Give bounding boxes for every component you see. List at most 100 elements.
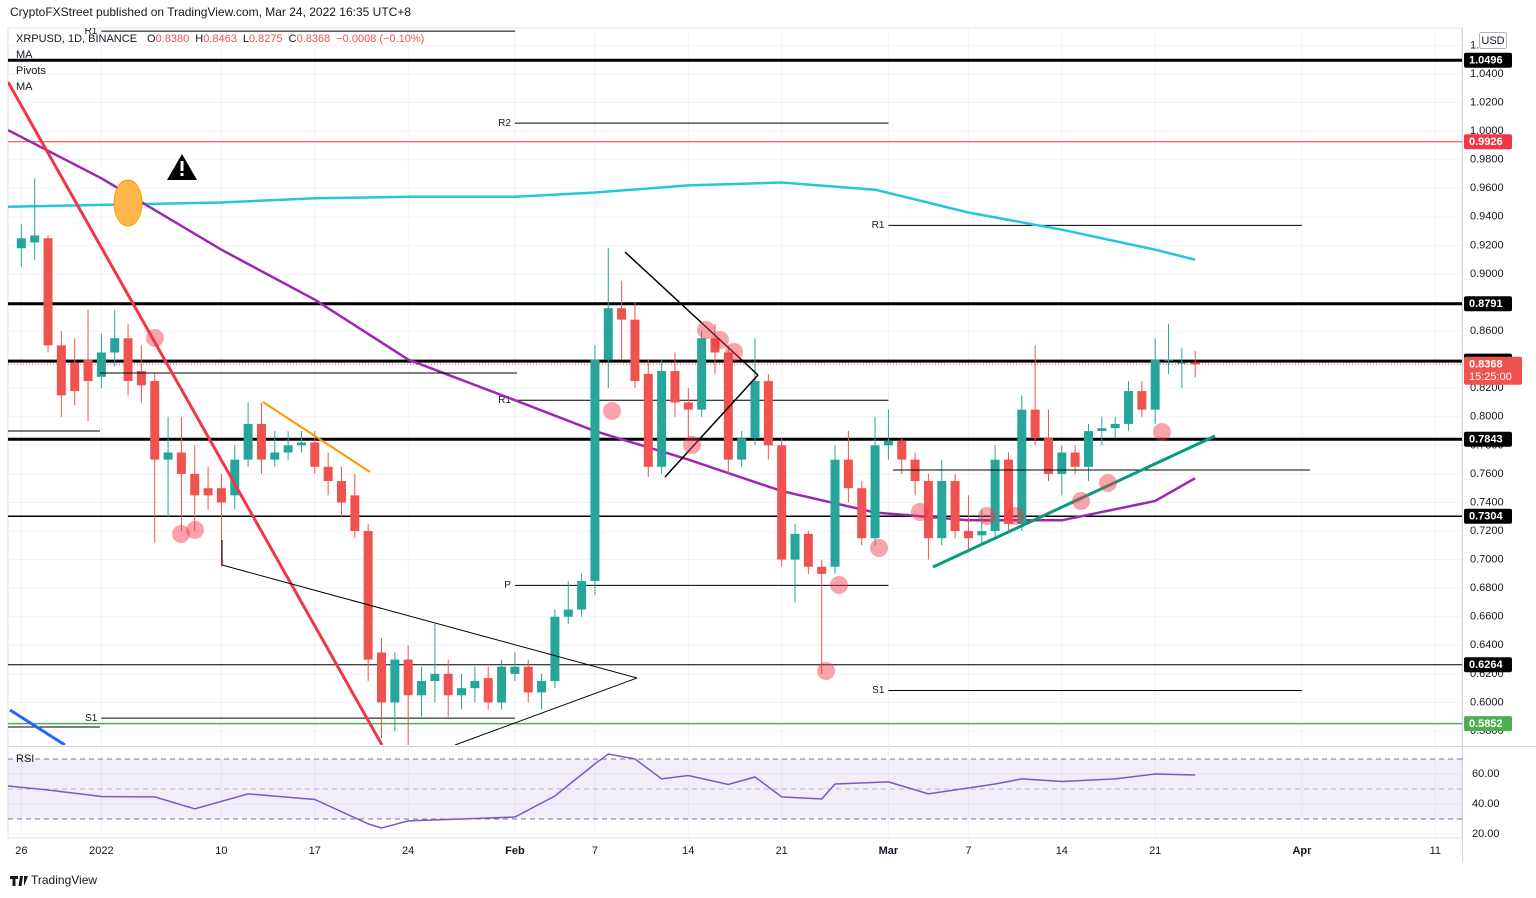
y-tick-label: 1.0000 (1470, 125, 1504, 137)
candle-body (56, 345, 66, 396)
marker (830, 576, 848, 594)
candle-body (590, 359, 600, 582)
candle-body (977, 531, 987, 536)
plot-frame (7, 27, 1463, 839)
legend-value: 0.8463 (203, 33, 237, 45)
marker (711, 331, 729, 349)
candle-body (497, 666, 507, 703)
candle-body (483, 678, 493, 703)
candle-body (950, 481, 960, 532)
candle-body (1030, 409, 1040, 439)
pivot-label: R1 (872, 220, 885, 231)
pivot-label: R1 (85, 26, 98, 37)
candle-body (883, 441, 893, 446)
candle-body (230, 459, 240, 496)
candle-body (817, 566, 827, 574)
marker (978, 507, 996, 525)
price-pane: R1 S1 R2 R1 P R1 S1 (8, 26, 1462, 745)
candle-body (350, 495, 360, 532)
candle-body (630, 319, 640, 382)
candle-body (643, 373, 653, 467)
candle-body (176, 452, 186, 474)
candle-body (296, 442, 306, 446)
marker (683, 436, 701, 454)
legend-key: O (147, 33, 156, 45)
level-label: 0.9926 (1469, 136, 1503, 148)
marker (911, 503, 929, 521)
candle-body (363, 531, 373, 660)
candle-body (1003, 459, 1013, 524)
y-tick-label: 20.00 (1472, 828, 1500, 840)
y-tick-label: 60.00 (1472, 768, 1500, 780)
symbol-title: XRPUSD, 1D, BINANCE (16, 33, 137, 45)
y-tick-label: 0.9400 (1470, 211, 1504, 223)
candle-body (670, 371, 680, 403)
y-tick-label: 0.8600 (1470, 325, 1504, 337)
trend-line (262, 401, 371, 473)
y-tick-label: 0.9200 (1470, 239, 1504, 251)
candle-body (617, 308, 627, 320)
candle-body (830, 459, 840, 567)
y-tick-label: 0.6400 (1470, 639, 1504, 651)
candle-body (1017, 409, 1027, 524)
x-tick-label: Mar (879, 845, 899, 857)
warning-icon-dot (180, 173, 184, 176)
candle-body (1124, 391, 1134, 424)
currency-box[interactable] (1479, 32, 1507, 49)
indicator-label: MA (16, 81, 33, 93)
x-tick-label: 17 (309, 845, 321, 857)
legend-value: 0.8368 (297, 33, 331, 45)
marker (1099, 474, 1117, 492)
drawings (8, 81, 1310, 745)
marker (725, 343, 743, 361)
candle-body (750, 381, 760, 439)
triangle-line (664, 374, 759, 478)
candle-body (1057, 452, 1067, 474)
candle-body (763, 381, 773, 446)
candle-body (870, 445, 880, 539)
candle-body (803, 533, 813, 567)
level-label: 0.7304 (1469, 511, 1504, 523)
candle-body (1083, 431, 1093, 467)
legend-key: C (289, 33, 297, 45)
level-box (1464, 52, 1512, 68)
candle-body (990, 459, 1000, 532)
candle-body (697, 338, 707, 410)
legend-value: 0.8275 (249, 33, 283, 45)
indicator-label: MA (16, 49, 33, 61)
marker (146, 329, 164, 347)
x-tick-label: 2022 (89, 845, 113, 857)
legend-value: 0.8380 (156, 33, 190, 45)
candle-body (336, 481, 346, 503)
candle-body (1177, 362, 1187, 364)
candle-body (683, 402, 693, 410)
ohlc-legend: O0.8380 H0.8463 L0.8275 C0.8368 −0.0008 (−0.… (147, 33, 424, 45)
candle-body (377, 652, 387, 703)
candle-body (136, 371, 146, 386)
y-tick-label: 0.9600 (1470, 182, 1504, 194)
x-tick-label: 21 (776, 845, 788, 857)
candle-body (443, 673, 453, 696)
candle-body (937, 481, 947, 539)
candle-body (843, 459, 853, 489)
markers (146, 321, 1171, 680)
x-tick-label: 7 (965, 845, 971, 857)
candle-body (723, 352, 733, 460)
candle-body (243, 423, 253, 460)
level-label: 0.8791 (1469, 298, 1503, 310)
wedge-line (454, 677, 638, 745)
candle-body (70, 362, 80, 392)
y-tick-label: 0.6000 (1470, 696, 1504, 708)
x-tick-label: Apr (1292, 845, 1312, 857)
marker (603, 402, 621, 420)
candle-body (417, 681, 427, 696)
candle-body (1137, 391, 1147, 410)
marker (870, 539, 888, 557)
currency[interactable]: USD (1481, 35, 1504, 47)
marker (172, 525, 190, 543)
candle-body (550, 616, 560, 682)
x-tick-label: 11 (1430, 845, 1441, 857)
marker (1006, 507, 1024, 525)
candle-body (510, 666, 520, 674)
candle-body (963, 531, 973, 539)
